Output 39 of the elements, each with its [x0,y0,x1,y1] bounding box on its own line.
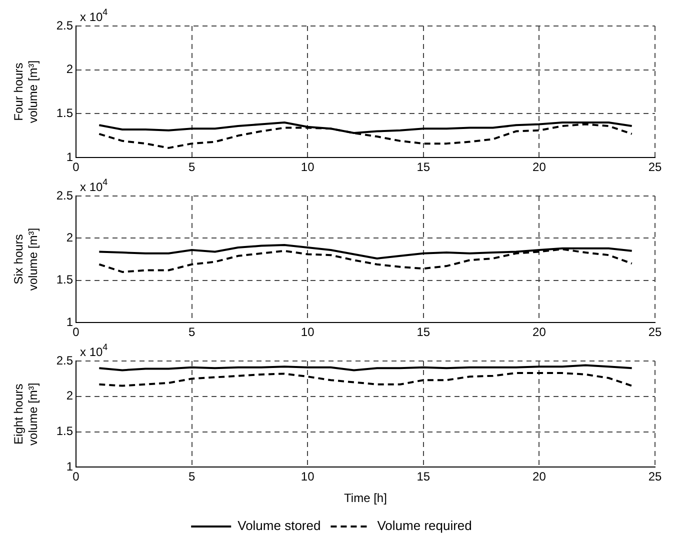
x-tick-label: 25 [648,325,662,340]
y-tick-label: 2 [66,62,74,76]
x-tick-label: 25 [648,160,662,174]
x-tick-label: 5 [188,325,196,340]
y-axis-title: Four hours volume [m³] [12,60,40,124]
x-tick-label: 20 [532,325,546,340]
x-tick-label: 15 [416,160,430,174]
y-tick-label: 1 [66,314,74,329]
y-tick-label: 2.5 [56,353,74,368]
x-tick-label: 5 [188,470,196,484]
y-tick-label: 1 [66,460,74,474]
y-tick-label: 2.5 [56,188,74,202]
y-tick-label: 1.5 [56,106,74,120]
y-tick-label: 2 [66,388,74,403]
x-tick-label: 25 [648,470,662,484]
x-tick-label: 0 [72,325,80,340]
y-axis-title: Six hours volume [m³] [12,228,40,291]
y-tick-label: 2.5 [56,18,74,32]
x-tick-label: 0 [72,160,80,174]
x-tick-label: 20 [532,160,546,174]
legend-label: Volume required [377,518,472,534]
x-tick-label: 0 [72,470,80,484]
x-axis-title: Time [h] [344,491,387,506]
x-tick-label: 15 [416,470,430,484]
x-tick-label: 5 [188,160,196,174]
y-tick-label: 1 [66,150,74,164]
line-series [98,248,633,273]
y-tick-label: 1.5 [56,272,74,287]
x-tick-label: 10 [300,470,315,484]
y-tick-label: 1.5 [56,424,74,438]
x-tick-label: 10 [300,160,315,174]
line-series [98,372,633,387]
y-axis-title: Eight hours volume [m³] [12,382,40,446]
line-series [98,123,633,149]
x-tick-label: 15 [416,325,430,340]
x-tick-label: 20 [532,470,546,484]
x-tick-label: 10 [300,325,315,340]
y-tick-label: 2 [66,230,74,245]
legend-label: Volume stored [238,518,321,534]
